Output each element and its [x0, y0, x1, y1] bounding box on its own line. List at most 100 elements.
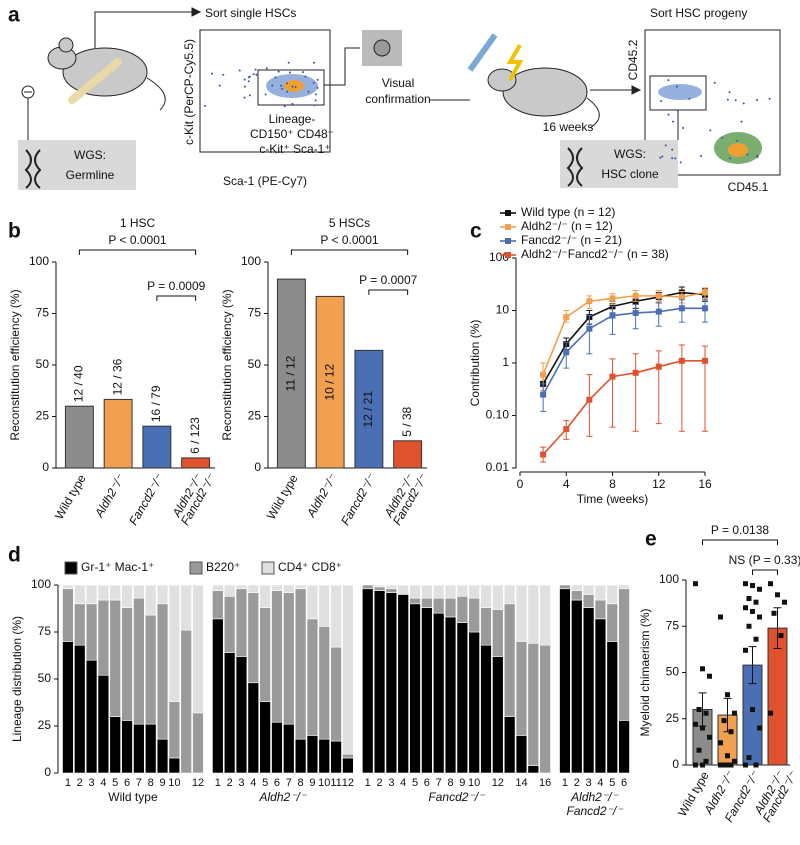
- bar-segment: [271, 721, 283, 774]
- marker: [586, 298, 593, 305]
- marker: [609, 295, 616, 302]
- x-tick-label: 16: [698, 477, 712, 491]
- x-tick-label: 2: [377, 777, 383, 789]
- bracket: [752, 569, 778, 575]
- y-tick-label: 0: [254, 460, 261, 474]
- chart-title: 5 HSCs: [329, 216, 370, 230]
- bar-segment: [318, 584, 330, 627]
- flow-dot: [679, 161, 682, 164]
- x-tick-label: 2: [227, 777, 233, 789]
- bar-segment: [85, 603, 98, 661]
- label: Sort single HSCs: [205, 6, 296, 20]
- bar-segment: [121, 607, 133, 721]
- bar-segment: [259, 701, 271, 774]
- data-point: [707, 673, 712, 679]
- data-point: [728, 729, 734, 735]
- marker: [702, 357, 708, 364]
- data-point: [757, 586, 762, 592]
- bar-segment: [144, 614, 157, 725]
- bar-segment: [180, 629, 192, 774]
- data-point: [750, 608, 755, 614]
- bar-segment: [594, 584, 607, 601]
- bar-segment: [212, 584, 224, 591]
- flow-dot: [681, 126, 684, 129]
- data-point: [768, 581, 773, 587]
- bar-segment: [156, 603, 169, 740]
- panel-label: b: [8, 220, 21, 243]
- flow-dot: [247, 80, 250, 83]
- bar-segment: [571, 584, 583, 591]
- bracket: [156, 295, 197, 301]
- cell-cloud: [728, 143, 748, 157]
- x-tick-label: 4: [597, 777, 603, 789]
- bar-segment: [421, 597, 433, 608]
- bar-segment: [421, 607, 433, 774]
- axis-label: CD45.2: [626, 39, 640, 80]
- bar: [315, 295, 345, 469]
- bar-segment: [468, 584, 480, 599]
- marker: [540, 391, 547, 398]
- bar-segment: [259, 607, 271, 702]
- x-tick-label: 3: [388, 777, 394, 789]
- panel-label: d: [8, 544, 21, 567]
- flow-dot: [709, 129, 712, 132]
- error-bar: [632, 304, 639, 330]
- bar-segment: [444, 597, 457, 618]
- flow-dot: [291, 85, 294, 88]
- bar-segment: [373, 586, 386, 591]
- y-tick-label: 25: [248, 409, 262, 423]
- flow-dot: [248, 94, 251, 97]
- bar-segment: [582, 584, 595, 595]
- bar-segment: [192, 584, 204, 714]
- series-line: [542, 360, 705, 456]
- bar-segment: [97, 674, 110, 774]
- bar-segment: [271, 590, 283, 723]
- bar-segment: [74, 584, 86, 605]
- data-point: [703, 758, 709, 764]
- bar-segment: [168, 757, 181, 774]
- y-tick-label: 0: [44, 765, 51, 779]
- bar-segment: [62, 588, 74, 642]
- bar-segment: [121, 584, 133, 608]
- data-point: [757, 725, 762, 731]
- flow-dot: [721, 136, 724, 139]
- flow-dot: [729, 157, 732, 160]
- bar: [181, 457, 211, 469]
- flow-dot: [307, 90, 310, 93]
- x-tick-label: 2: [574, 777, 580, 789]
- bar-segment: [444, 584, 457, 599]
- data-point: [750, 583, 755, 589]
- y-tick-label: 75: [666, 618, 680, 632]
- gate: [257, 69, 325, 106]
- bar-segment: [180, 584, 192, 631]
- error-bar: [632, 353, 639, 432]
- arrow-head: [191, 7, 202, 17]
- bar-segment: [539, 644, 551, 774]
- syringe-icon: [467, 33, 498, 72]
- flow-dot: [736, 139, 739, 142]
- data-point: [746, 755, 752, 761]
- bar-segment: [373, 590, 386, 774]
- bar-segment: [492, 609, 504, 657]
- bar-segment: [342, 753, 354, 759]
- legend-label: Aldh2⁻/⁻Fancd2⁻/⁻ (n = 38): [521, 247, 669, 261]
- x-tick-label: 9: [159, 777, 165, 789]
- legend-label: B220⁺: [206, 560, 240, 574]
- flow-dot: [314, 99, 317, 102]
- flow-dot: [243, 85, 246, 88]
- bar-segment: [306, 618, 319, 736]
- dna-icon: [24, 149, 42, 189]
- error-bar: [655, 350, 662, 425]
- error-bar: [586, 315, 593, 355]
- bar-segment: [606, 584, 618, 605]
- x-tick-label: 1: [215, 777, 221, 789]
- bar-segment: [85, 659, 98, 774]
- flow-dot: [211, 72, 214, 75]
- series-line: [542, 291, 706, 375]
- bar-segment: [306, 584, 319, 620]
- x-tick-label: 12: [342, 777, 354, 789]
- bar-segment: [432, 584, 445, 599]
- bar-segment: [85, 584, 98, 605]
- bar-segment: [480, 607, 492, 646]
- bar-segment: [421, 584, 433, 599]
